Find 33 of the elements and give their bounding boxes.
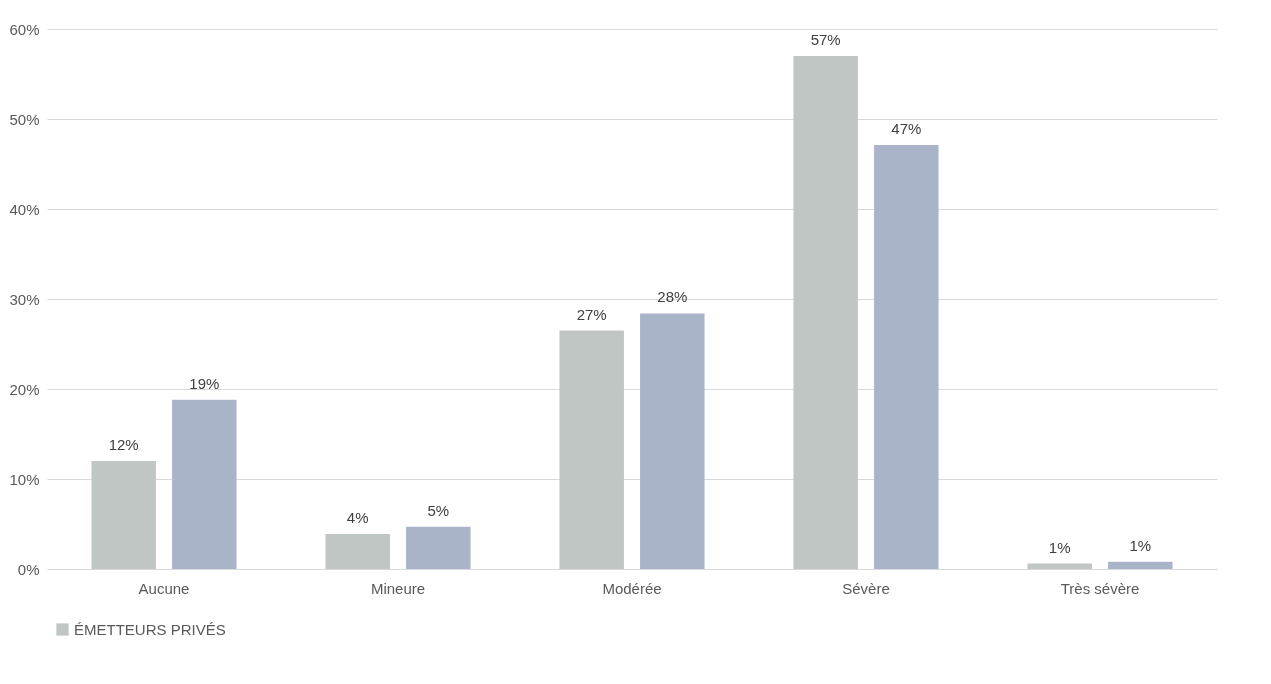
bar — [325, 533, 390, 569]
y-tick-label: 30% — [9, 290, 40, 308]
bar — [640, 313, 705, 569]
data-label: 1% — [1048, 538, 1071, 556]
x-tick-label: Aucune — [138, 579, 190, 597]
x-tick-label: Modérée — [602, 579, 662, 597]
data-label: 1% — [1129, 536, 1152, 554]
bar — [172, 399, 237, 569]
data-label: 47% — [891, 120, 922, 138]
bar — [793, 56, 858, 569]
data-label: 19% — [189, 374, 220, 392]
y-tick-label: 40% — [9, 200, 40, 218]
y-tick-label: 20% — [9, 380, 40, 398]
x-tick-label: Très sévère — [1060, 579, 1140, 597]
data-label: 12% — [108, 436, 139, 453]
data-label: 5% — [427, 501, 450, 519]
data-label: 27% — [576, 305, 607, 323]
bar — [559, 330, 624, 569]
y-tick-label: 60% — [9, 20, 40, 38]
data-label: 28% — [657, 288, 688, 306]
y-tick-label: 50% — [9, 110, 40, 128]
bar — [91, 461, 156, 569]
legend-label: ÉMETTEURS PRIVÉS — [74, 620, 226, 638]
y-tick-label: 0% — [17, 560, 40, 578]
bar — [1027, 563, 1092, 569]
data-label: 57% — [810, 31, 841, 48]
bar — [1108, 561, 1173, 569]
data-label: 4% — [346, 508, 369, 526]
bar — [874, 145, 939, 569]
x-tick-label: Sévère — [842, 579, 890, 597]
bar — [406, 526, 471, 569]
x-tick-label: Mineure — [370, 579, 426, 597]
y-tick-label: 10% — [9, 470, 40, 488]
